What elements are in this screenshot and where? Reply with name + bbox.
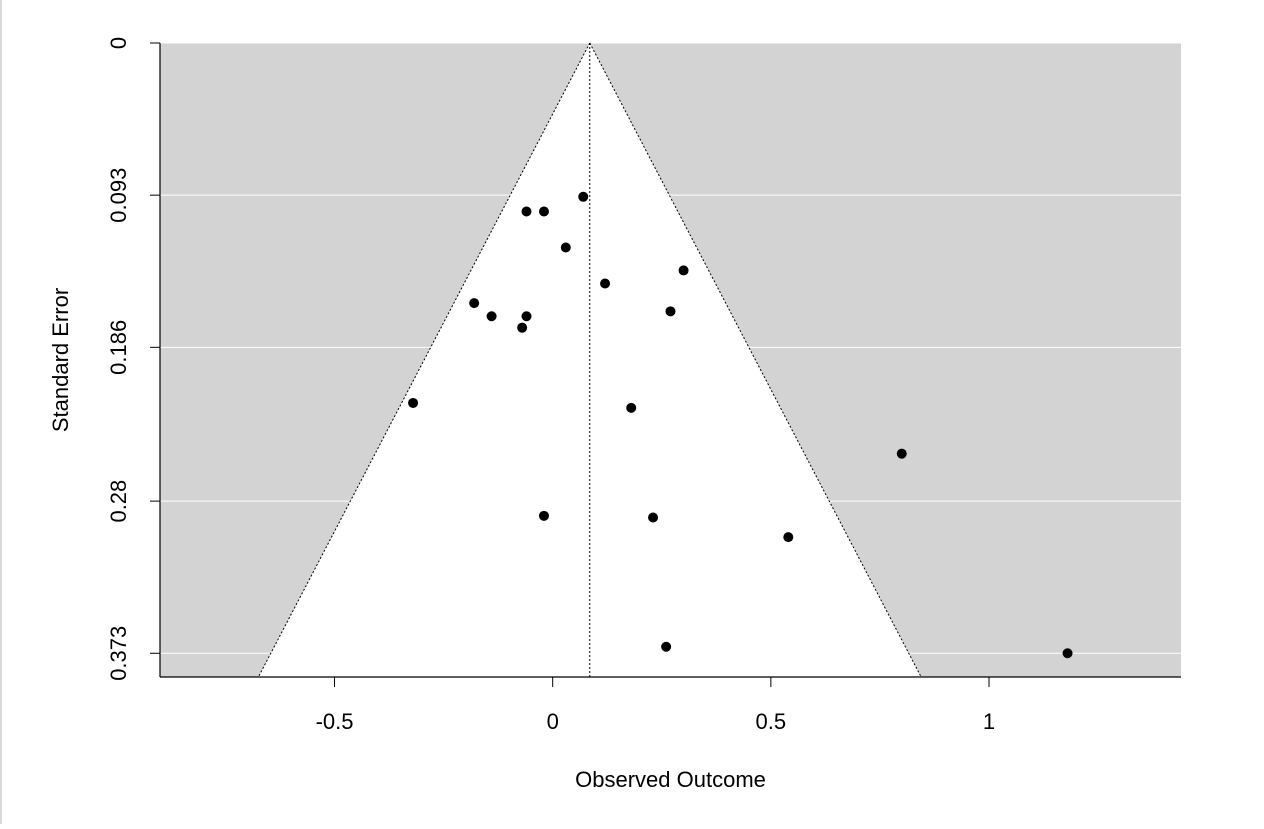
- funnel-left-boundary: [257, 42, 591, 678]
- y-tick-label: 0.186: [106, 320, 131, 375]
- data-point: [578, 191, 589, 202]
- x-tick-label: 1: [983, 709, 995, 734]
- data-point: [469, 298, 480, 309]
- data-point: [626, 402, 637, 413]
- data-point: [1062, 648, 1073, 659]
- y-tick-label: 0: [106, 37, 131, 49]
- data-point: [600, 278, 611, 289]
- data-point: [560, 242, 571, 253]
- x-tick-label: 0: [547, 709, 559, 734]
- data-point: [678, 265, 689, 276]
- y-tick-label: 0.28: [106, 480, 131, 523]
- data-point: [408, 397, 419, 408]
- data-point: [521, 311, 532, 322]
- data-points: [408, 191, 1073, 659]
- data-point: [538, 206, 549, 217]
- y-tick-label: 0.373: [106, 626, 131, 681]
- data-point: [538, 510, 549, 521]
- data-point: [648, 512, 659, 523]
- funnel-right-boundary: [589, 42, 922, 678]
- x-axis-ticks: -0.5 0 0.5 1: [316, 677, 995, 734]
- data-point: [661, 641, 672, 652]
- data-point: [896, 448, 907, 459]
- data-point: [521, 206, 532, 217]
- data-point: [783, 532, 794, 543]
- x-axis-label: Observed Outcome: [575, 767, 766, 792]
- data-point: [665, 306, 676, 317]
- x-tick-label: 0.5: [756, 709, 787, 734]
- data-point: [517, 322, 528, 333]
- y-axis-label: Standard Error: [48, 288, 73, 432]
- y-tick-label: 0.093: [106, 168, 131, 223]
- data-point: [486, 311, 497, 322]
- y-axis-ticks: 0 0.093 0.186 0.28 0.373: [106, 37, 160, 681]
- x-tick-label: -0.5: [316, 709, 354, 734]
- window-edge: [0, 0, 2, 824]
